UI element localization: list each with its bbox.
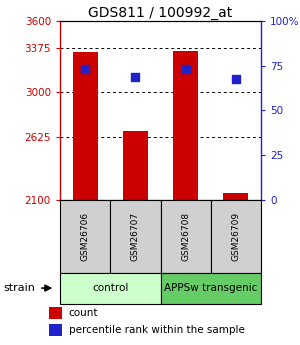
Text: GSM26708: GSM26708 bbox=[181, 212, 190, 261]
Text: control: control bbox=[92, 283, 128, 293]
Title: GDS811 / 100992_at: GDS811 / 100992_at bbox=[88, 6, 232, 20]
Bar bbox=[123, 131, 148, 200]
Point bbox=[183, 66, 188, 71]
Bar bbox=[173, 51, 198, 200]
Bar bbox=[223, 193, 248, 200]
Point bbox=[133, 74, 138, 80]
Bar bbox=[60, 200, 110, 273]
Bar bbox=[160, 200, 211, 273]
Bar bbox=[49, 307, 62, 319]
Text: count: count bbox=[69, 308, 98, 318]
Text: GSM26709: GSM26709 bbox=[231, 212, 240, 261]
Bar bbox=[110, 200, 160, 273]
Bar bbox=[211, 200, 261, 273]
Point bbox=[83, 66, 88, 71]
Text: APPSw transgenic: APPSw transgenic bbox=[164, 283, 257, 293]
Text: percentile rank within the sample: percentile rank within the sample bbox=[69, 325, 244, 335]
Text: strain: strain bbox=[3, 283, 35, 293]
Point bbox=[233, 76, 238, 81]
Text: GSM26707: GSM26707 bbox=[131, 212, 140, 261]
Bar bbox=[49, 324, 62, 336]
Bar bbox=[160, 273, 261, 304]
Text: GSM26706: GSM26706 bbox=[81, 212, 90, 261]
Bar bbox=[73, 52, 98, 200]
Bar bbox=[60, 273, 160, 304]
